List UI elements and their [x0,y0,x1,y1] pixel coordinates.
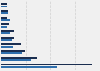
Bar [1,52,22,54]
Bar [1,6,7,7]
Bar [1,10,8,12]
Bar [1,50,25,52]
Bar [1,64,92,65]
Bar [1,26,7,28]
Bar [1,57,37,59]
Bar [1,3,7,5]
Bar [1,23,9,25]
Bar [1,39,12,41]
Bar [1,30,14,32]
Bar [1,66,57,68]
Bar [1,37,14,39]
Bar [1,59,31,61]
Bar [1,32,10,34]
Bar [1,17,7,19]
Bar [1,19,10,21]
Bar [1,46,13,48]
Bar [1,43,21,45]
Bar [1,12,8,14]
